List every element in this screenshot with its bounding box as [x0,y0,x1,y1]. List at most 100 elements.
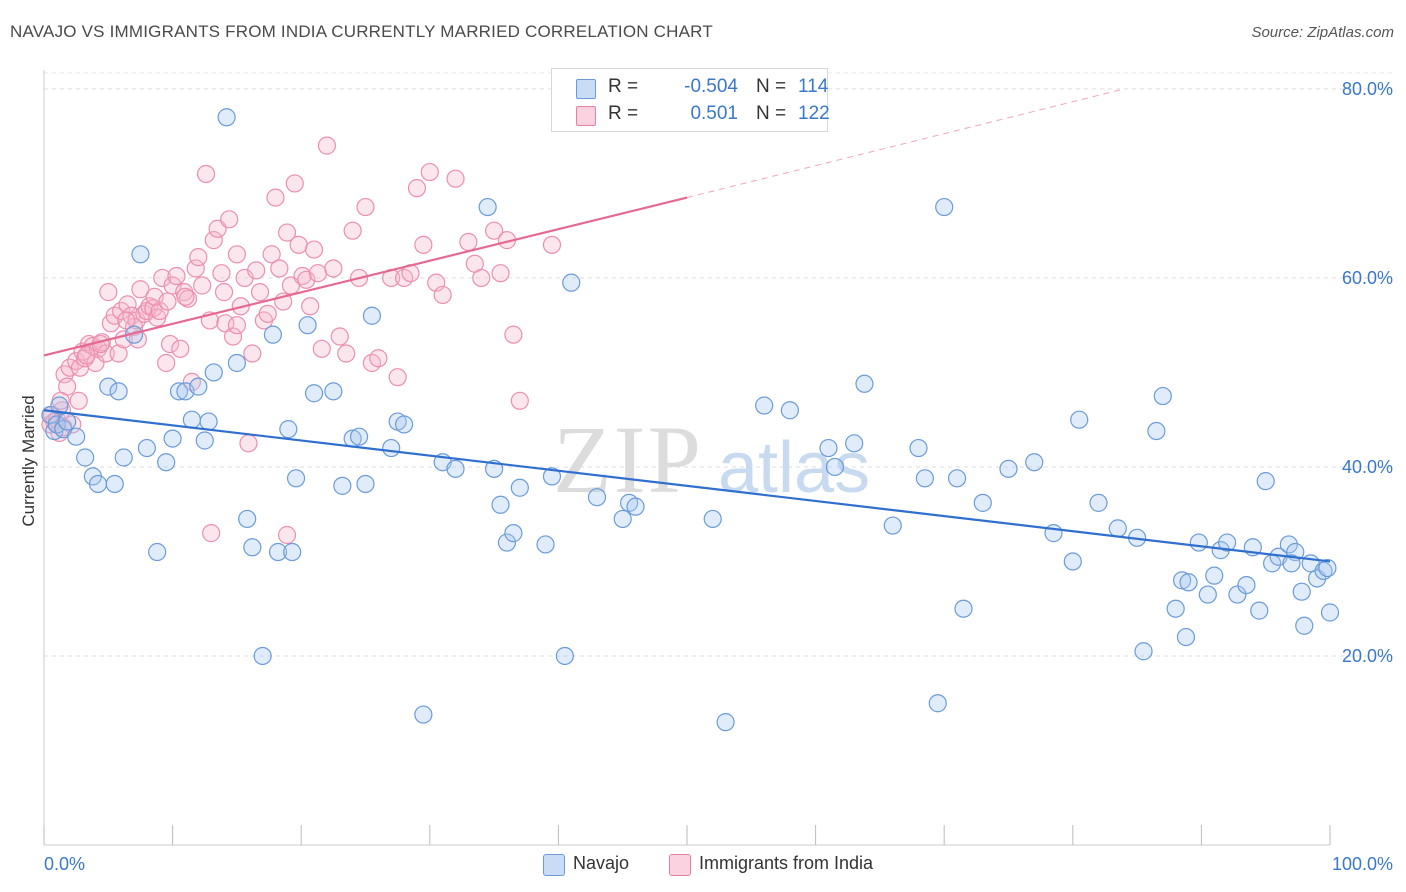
india-point [118,295,137,314]
india-point [158,292,177,311]
india-point [227,316,246,335]
navajo-point [58,412,77,431]
navajo-point [999,459,1018,478]
navajo-point [587,488,607,507]
navajo-point [915,469,935,488]
navajo-point [169,382,189,401]
india-point [178,289,198,308]
navajo-point [1189,533,1208,552]
india-point [446,169,465,188]
legend-swatch-india [576,106,596,126]
navajo-point [304,384,324,403]
navajo-point [109,382,128,401]
navajo-point [227,353,246,373]
india-point [243,344,262,363]
legend-r-value: 0.501 [690,103,738,124]
navajo-point [362,306,382,325]
navajo-point [99,377,118,396]
india-point [337,344,356,363]
india-point [99,283,118,302]
india-point [258,304,277,323]
india-point [117,311,136,330]
india-point [297,270,316,289]
india-point [171,339,190,358]
navajo-point [954,599,973,618]
india-point [407,179,427,198]
y-axis-label: Currently Married [19,395,38,526]
navajo-point [1173,571,1192,590]
india-point [77,346,96,365]
india-point [308,264,328,283]
navajo-point [536,535,555,554]
navajo-point [446,459,465,478]
navajo-point [780,401,799,420]
chart-title: NAVAJO VS IMMIGRANTS FROM INDIA CURRENTL… [10,22,713,41]
india-point [277,525,297,545]
chart-source: Source: ZipAtlas.com [1251,24,1394,41]
series-navajo-points [41,108,1340,732]
india-trend-extension [686,88,1125,199]
navajo-point [504,524,523,543]
bottom-legend-label-india: Immigrants from India [699,853,874,873]
india-point [266,188,285,207]
india-point [312,339,331,358]
legend-n-label: N = [756,76,787,97]
legend-r-label: R = [608,103,639,124]
legend-n-label: N = [756,103,787,124]
india-point [485,221,504,240]
india-point [289,235,308,254]
navajo-point [973,493,992,512]
navajo-point [1108,519,1127,538]
india-point [176,287,195,306]
legend-r-value: -0.504 [684,76,738,97]
trend-lines [43,88,1331,563]
india-point [301,297,320,316]
india-point [504,325,523,344]
navajo-point [50,396,69,415]
india-point [542,235,562,254]
navajo-point [238,509,257,529]
navajo-point [555,646,574,666]
navajo-point [1166,599,1185,618]
navajo-point [1237,575,1256,595]
navajo-point [157,453,176,472]
navajo-point [279,420,298,439]
india-point [186,259,205,278]
navajo-point [148,542,167,562]
navajo-point [1179,573,1198,592]
india-point [69,391,88,410]
india-point [223,327,243,346]
bottom-legend-swatch-navajo [543,854,565,876]
navajo-point [562,273,581,292]
india-point [112,301,131,321]
india-point [472,268,491,288]
navajo-point [382,438,401,458]
india-point [491,264,510,283]
india-point [343,221,362,240]
india-point [227,245,246,264]
navajo-point [542,467,562,486]
india-point [433,285,452,305]
navajo-point [414,705,433,724]
y-tick-label: 40.0% [1342,457,1393,477]
navajo-point [163,429,182,448]
india-point [239,434,258,453]
watermark-atlas: atlas [718,428,870,508]
navajo-point [883,516,902,535]
india-point [204,231,223,250]
india-point [96,344,115,363]
navajo-point [1176,627,1196,647]
india-point [420,162,439,182]
navajo-point [510,478,529,497]
navajo-point [1279,535,1298,554]
india-point [250,283,270,302]
india-point [356,197,375,217]
india-point [317,136,337,155]
navajo-point [333,476,352,495]
india-point [163,276,182,295]
navajo-point [1025,453,1044,472]
navajo-point [1134,642,1153,661]
navajo-point [1063,552,1082,571]
tick-labels: 20.0% 40.0% 60.0% 80.0% 0.0% 100.0% [44,79,1393,874]
